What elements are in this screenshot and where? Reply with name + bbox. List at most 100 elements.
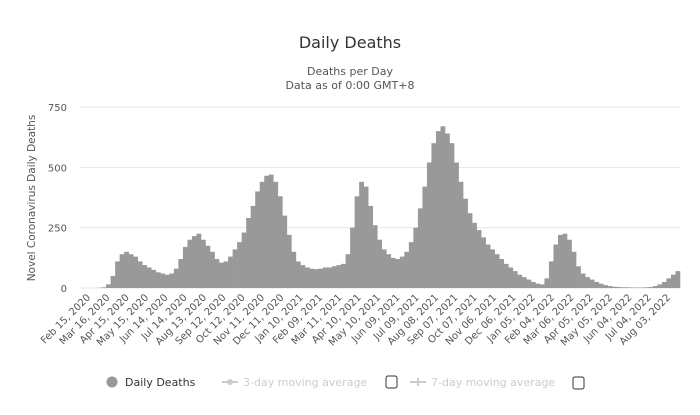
bar[interactable] xyxy=(165,275,170,288)
bar[interactable] xyxy=(594,282,599,288)
bar[interactable] xyxy=(120,254,125,288)
bar[interactable] xyxy=(183,247,188,288)
bar[interactable] xyxy=(477,230,482,288)
bar[interactable] xyxy=(422,187,427,288)
legend-item-daily-deaths[interactable]: Daily Deaths xyxy=(107,376,196,389)
bar[interactable] xyxy=(508,267,513,288)
bar[interactable] xyxy=(427,163,432,288)
bar[interactable] xyxy=(318,269,323,288)
bar[interactable] xyxy=(666,278,671,288)
bar[interactable] xyxy=(671,275,676,288)
bar[interactable] xyxy=(215,259,220,288)
bar[interactable] xyxy=(368,206,373,288)
bar[interactable] xyxy=(133,257,138,288)
bar[interactable] xyxy=(648,287,653,288)
bar[interactable] xyxy=(626,287,631,288)
bar[interactable] xyxy=(535,284,540,288)
bar[interactable] xyxy=(124,252,129,288)
bar[interactable] xyxy=(526,280,531,288)
bar[interactable] xyxy=(178,259,183,288)
bar[interactable] xyxy=(463,199,468,288)
bar[interactable] xyxy=(599,284,604,288)
bar[interactable] xyxy=(160,274,165,288)
bar[interactable] xyxy=(233,249,238,288)
bar[interactable] xyxy=(490,249,495,288)
bar[interactable] xyxy=(151,270,156,288)
bar[interactable] xyxy=(404,252,409,288)
bar[interactable] xyxy=(391,258,396,288)
bar[interactable] xyxy=(269,175,274,288)
bar[interactable] xyxy=(129,254,134,288)
bar[interactable] xyxy=(260,182,265,288)
bar[interactable] xyxy=(102,287,107,288)
bar[interactable] xyxy=(111,276,116,288)
bar[interactable] xyxy=(608,286,613,288)
bar[interactable] xyxy=(224,261,229,288)
bar[interactable] xyxy=(481,237,486,288)
bar[interactable] xyxy=(445,134,450,288)
bar[interactable] xyxy=(246,218,251,288)
bar[interactable] xyxy=(440,126,445,288)
bar[interactable] xyxy=(341,264,346,288)
bar[interactable] xyxy=(504,264,509,288)
bar[interactable] xyxy=(169,274,174,288)
bar[interactable] xyxy=(657,284,662,288)
bar[interactable] xyxy=(328,267,333,288)
bar[interactable] xyxy=(323,267,328,288)
bar[interactable] xyxy=(662,282,667,288)
bar[interactable] xyxy=(513,271,518,288)
bar[interactable] xyxy=(309,269,314,288)
bar[interactable] xyxy=(210,252,215,288)
bar[interactable] xyxy=(115,261,120,288)
bar[interactable] xyxy=(486,245,491,288)
bar[interactable] xyxy=(291,252,296,288)
bar[interactable] xyxy=(468,213,473,288)
bar[interactable] xyxy=(581,274,586,288)
bar[interactable] xyxy=(300,265,305,288)
bar[interactable] xyxy=(563,234,568,288)
bar[interactable] xyxy=(454,163,459,288)
bar[interactable] xyxy=(544,278,549,288)
bar[interactable] xyxy=(251,206,256,288)
bar[interactable] xyxy=(450,143,455,288)
bar[interactable] xyxy=(201,240,206,288)
bar[interactable] xyxy=(219,263,224,288)
bar[interactable] xyxy=(273,182,278,288)
bar[interactable] xyxy=(174,269,179,288)
legend-item-3-day-average[interactable]: 3-day moving average xyxy=(222,376,367,389)
bar[interactable] xyxy=(205,246,210,288)
bar[interactable] xyxy=(377,240,382,288)
bar[interactable] xyxy=(558,235,563,288)
bar[interactable] xyxy=(373,225,378,288)
bar[interactable] xyxy=(409,242,414,288)
bar[interactable] xyxy=(237,242,242,288)
bar[interactable] xyxy=(337,265,342,288)
bar[interactable] xyxy=(228,257,233,288)
bar[interactable] xyxy=(106,284,111,288)
bar[interactable] xyxy=(147,267,152,288)
bar[interactable] xyxy=(192,236,197,288)
bar[interactable] xyxy=(517,275,522,288)
checkbox-3-day-average[interactable] xyxy=(386,376,397,388)
bar[interactable] xyxy=(332,266,337,288)
bar[interactable] xyxy=(187,240,192,288)
bar[interactable] xyxy=(400,257,405,288)
bar[interactable] xyxy=(386,254,391,288)
bar[interactable] xyxy=(282,216,287,288)
bar[interactable] xyxy=(287,235,292,288)
bar[interactable] xyxy=(314,269,319,288)
bar[interactable] xyxy=(346,254,351,288)
bar[interactable] xyxy=(138,261,143,288)
bar[interactable] xyxy=(459,182,464,288)
bar[interactable] xyxy=(553,245,558,288)
bar[interactable] xyxy=(472,223,477,288)
bar[interactable] xyxy=(350,228,355,288)
bar[interactable] xyxy=(242,232,247,288)
bar[interactable] xyxy=(675,271,680,288)
bar[interactable] xyxy=(540,284,545,288)
bar[interactable] xyxy=(196,234,201,288)
bar[interactable] xyxy=(522,277,527,288)
bar[interactable] xyxy=(617,287,622,288)
bar[interactable] xyxy=(413,228,418,288)
legend-item-7-day-average[interactable]: 7-day moving average xyxy=(410,376,555,389)
